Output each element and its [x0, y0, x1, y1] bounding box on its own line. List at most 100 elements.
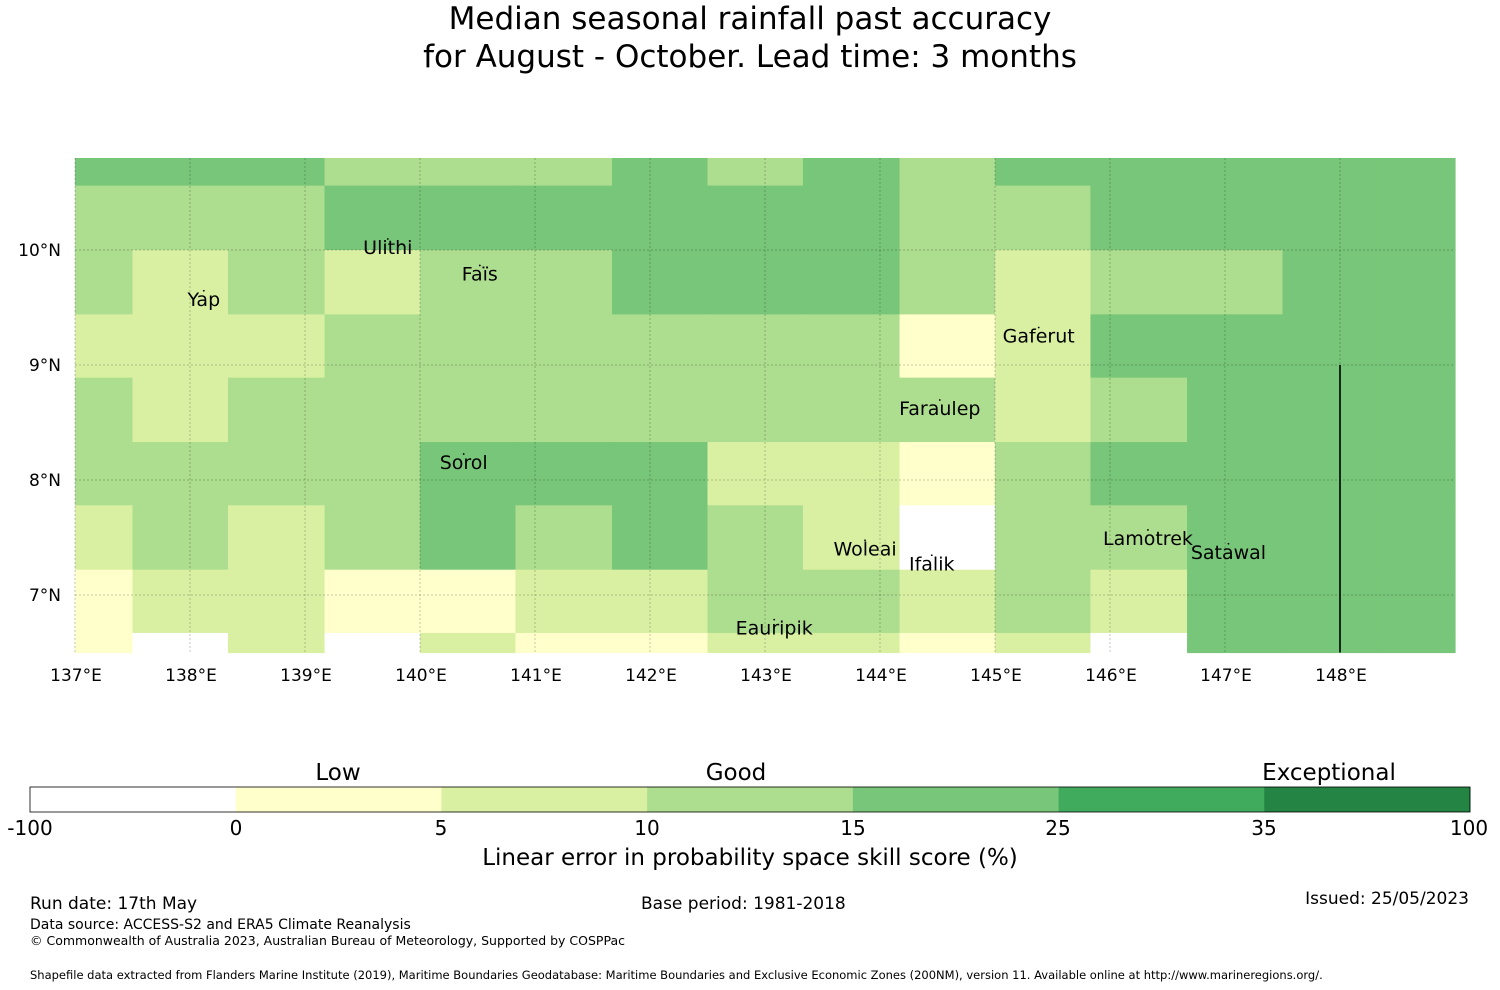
heatmap-cell	[75, 505, 134, 571]
y-tick-label: 7°N	[29, 586, 61, 606]
heatmap-cell	[707, 569, 804, 634]
heatmap-cell	[995, 442, 1092, 506]
island-label: Satawal	[1191, 542, 1266, 564]
heatmap-cell	[132, 632, 229, 654]
heatmap-cell	[227, 569, 326, 634]
heatmap-cell	[75, 185, 134, 251]
heatmap-cell	[1090, 505, 1188, 571]
heatmap-cell	[1377, 314, 1456, 379]
colorbar-swatch	[30, 787, 237, 812]
colorbar-tick: 5	[434, 816, 448, 840]
heatmap-cell	[612, 314, 709, 379]
heatmap-cell	[1090, 377, 1188, 443]
island-marker	[386, 238, 389, 240]
map-title-line-1: Median seasonal rainfall past accuracy	[448, 1, 1052, 37]
heatmap-cell	[515, 632, 613, 654]
colorbar-label-good: Good	[705, 760, 767, 786]
heatmap-cell	[1187, 250, 1284, 315]
heatmap-cell	[707, 632, 804, 654]
island-label: Yap	[186, 289, 220, 311]
base-period: Base period: 1981-2018	[641, 894, 846, 914]
island-marker	[462, 453, 465, 455]
island-marker	[478, 264, 481, 267]
heatmap-cell	[802, 505, 901, 571]
heatmap-cell	[324, 185, 421, 251]
shapefile-credit: Shapefile data extracted from Flanders M…	[30, 968, 1323, 982]
heatmap-cell	[1187, 632, 1284, 654]
heatmap-cell	[899, 377, 996, 443]
heatmap-cell	[612, 505, 709, 571]
map-title: Median seasonal rainfall past accuracy f…	[0, 0, 1500, 76]
heatmap-cell	[420, 314, 517, 379]
heatmap-cell	[1090, 185, 1188, 251]
heatmap-cell	[802, 377, 901, 443]
heatmap-cell	[995, 377, 1092, 443]
island-label: Faïs	[462, 263, 498, 285]
heatmap-cell	[1090, 250, 1188, 315]
heatmap-cell	[1282, 569, 1379, 634]
heatmap-cell	[707, 185, 804, 251]
heatmap-cell	[1377, 377, 1456, 443]
heatmap-cell	[132, 185, 229, 251]
heatmap-cell	[1090, 442, 1188, 506]
heatmap-cell	[1282, 377, 1379, 443]
heatmap-cell	[324, 158, 421, 187]
heatmap-cell	[75, 569, 134, 634]
heatmap-cell	[899, 569, 996, 634]
heatmap-cell	[802, 632, 901, 654]
heatmap-cell	[802, 250, 901, 315]
x-tick-label: 138°E	[165, 666, 217, 686]
heatmap-cell	[1377, 442, 1456, 506]
heatmap-cell	[1377, 158, 1456, 187]
heatmap-cell	[132, 377, 229, 443]
heatmap-cell	[1282, 158, 1379, 187]
island-labels: Ulithi Faïs Yap Gaferut Faraulep Sorol Woleai I…	[186, 237, 1266, 640]
island-label: Sorol	[440, 452, 488, 474]
colorbar-title: Linear error in probability space skill …	[482, 845, 1018, 871]
heatmap-cell	[132, 158, 229, 187]
colorbar-swatch	[441, 787, 648, 812]
issued-date: Issued: 25/05/2023	[1305, 889, 1469, 909]
x-tick-label: 143°E	[740, 666, 792, 686]
heatmap-cell	[1090, 632, 1188, 654]
heatmap-cell	[227, 158, 326, 187]
heatmap-cell	[227, 442, 326, 506]
heatmap-cell	[995, 185, 1092, 251]
map-title-line-2: for August - October. Lead time: 3 month…	[423, 39, 1077, 75]
data-source: Data source: ACCESS-S2 and ERA5 Climate …	[30, 917, 411, 933]
heatmap-cell	[995, 314, 1092, 379]
heatmap-cell	[227, 505, 326, 571]
heatmap-cell	[1090, 569, 1188, 634]
x-tick-label: 147°E	[1200, 666, 1252, 686]
island-label: Lamotrek	[1103, 528, 1193, 550]
heatmap-cell	[420, 250, 517, 315]
heatmap-cell	[420, 185, 517, 251]
heatmap-cell	[75, 442, 134, 506]
colorbar-frame	[29, 786, 1471, 813]
colorbar-tick: 10	[634, 816, 660, 840]
graticule	[74, 158, 1455, 653]
heatmap-cell	[515, 505, 613, 571]
colorbar	[29, 786, 1471, 813]
heatmap-cell	[707, 250, 804, 315]
colorbar-label-exceptional: Exceptional	[1262, 760, 1396, 786]
island-marker	[1037, 326, 1040, 329]
heatmap-cell	[324, 505, 421, 571]
colorbar-swatch	[1058, 787, 1265, 812]
island-label: Faraulep	[899, 398, 980, 420]
colorbar-tick: 100	[1449, 816, 1489, 840]
heatmap-cell	[1187, 569, 1284, 634]
heatmap-cell	[324, 442, 421, 506]
island-marker	[938, 399, 941, 401]
heatmap-cell	[1377, 505, 1456, 571]
heatmap-cell	[612, 185, 709, 251]
heatmap-cell	[707, 158, 804, 187]
heatmap-cell	[1282, 314, 1379, 379]
heatmap-cell	[420, 569, 517, 634]
heatmap-cell	[802, 158, 901, 187]
heatmap-cell	[227, 632, 326, 654]
heatmap-cell	[132, 442, 229, 506]
island-marker	[864, 539, 866, 542]
y-tick-label: 10°N	[18, 241, 61, 261]
